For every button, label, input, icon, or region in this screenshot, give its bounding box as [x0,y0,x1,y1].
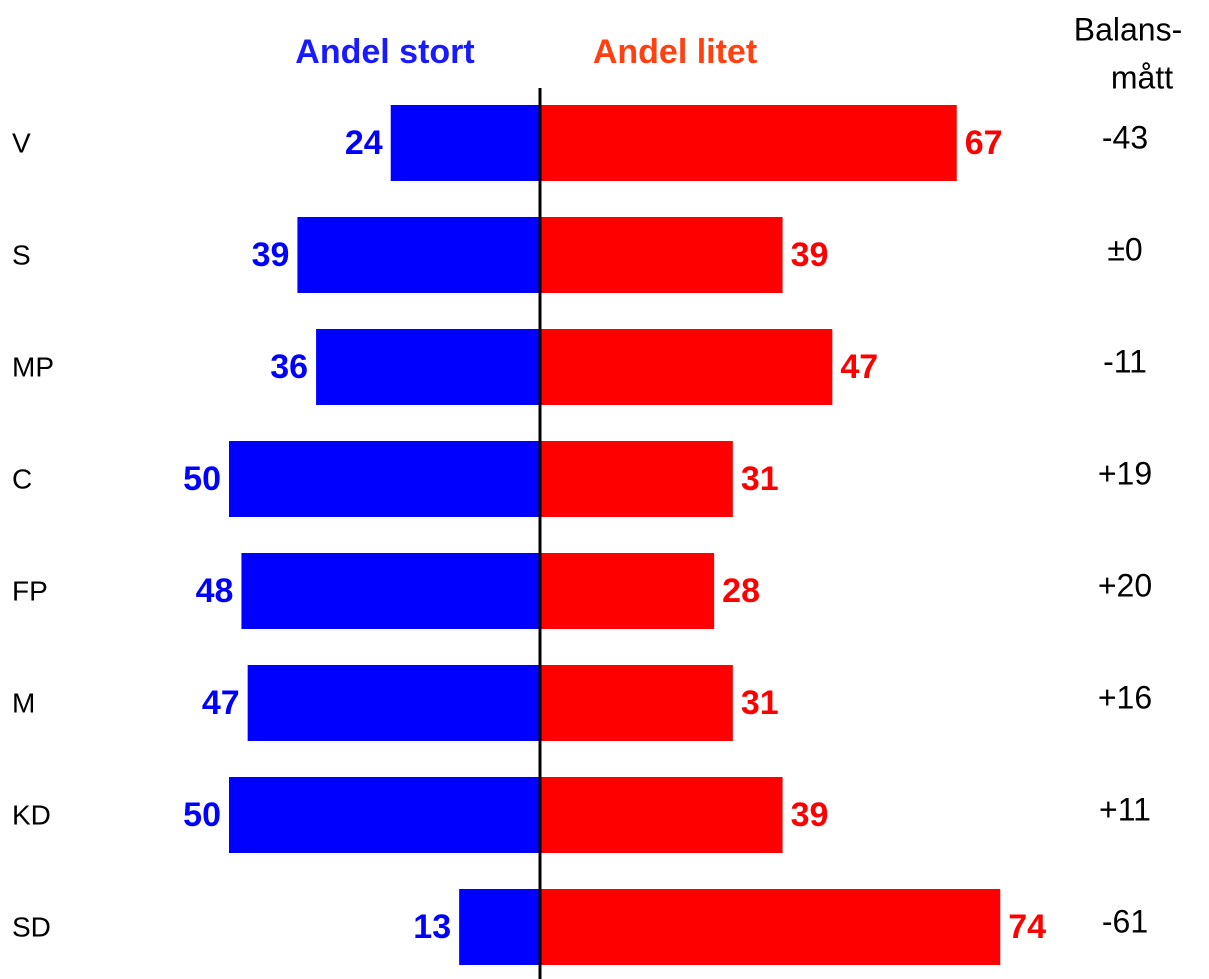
balance-title: mått [1111,59,1173,95]
bar [540,777,783,853]
category-label: KD [12,799,51,830]
value-label: 31 [741,684,779,722]
bar [316,329,540,405]
category-label: V [12,127,31,158]
value-label: 47 [840,348,878,386]
balance-label: +20 [1098,567,1152,603]
balance-label: -11 [1103,343,1147,379]
value-label: 39 [791,236,829,274]
value-label: 50 [183,796,221,834]
value-label: 31 [741,460,779,498]
bar [540,105,957,181]
bar [229,441,540,517]
balance-label: -43 [1102,119,1148,155]
value-label: 39 [252,236,290,274]
bar [540,553,715,629]
category-label: MP [12,351,54,382]
legend-left: Andel stort [295,33,474,71]
value-label: 13 [413,908,451,946]
value-label: 28 [722,572,760,610]
bar [540,665,733,741]
value-label: 74 [1008,908,1046,946]
balance-label: +19 [1098,455,1152,491]
bar [540,329,833,405]
category-label: C [12,463,32,494]
legend-right: Andel litet [593,33,757,71]
balance-label: ±0 [1107,231,1142,267]
value-label: 39 [791,796,829,834]
value-label: 24 [345,124,383,162]
value-label: 50 [183,460,221,498]
bar [540,889,1001,965]
value-label: 48 [196,572,234,610]
balance-label: +16 [1098,679,1152,715]
bar [390,105,540,181]
bar [241,553,540,629]
bar [540,441,733,517]
bar [297,217,540,293]
bar [459,889,540,965]
category-label: S [12,239,31,270]
balance-title: Balans- [1074,11,1183,47]
balance-label: +11 [1099,791,1151,827]
category-label: SD [12,911,51,942]
value-label: 47 [202,684,240,722]
bar [247,665,540,741]
bar [540,217,783,293]
value-label: 67 [965,124,1003,162]
category-label: FP [12,575,48,606]
category-label: M [12,687,35,718]
value-label: 36 [270,348,308,386]
bar [229,777,540,853]
balance-label: -61 [1102,903,1148,939]
